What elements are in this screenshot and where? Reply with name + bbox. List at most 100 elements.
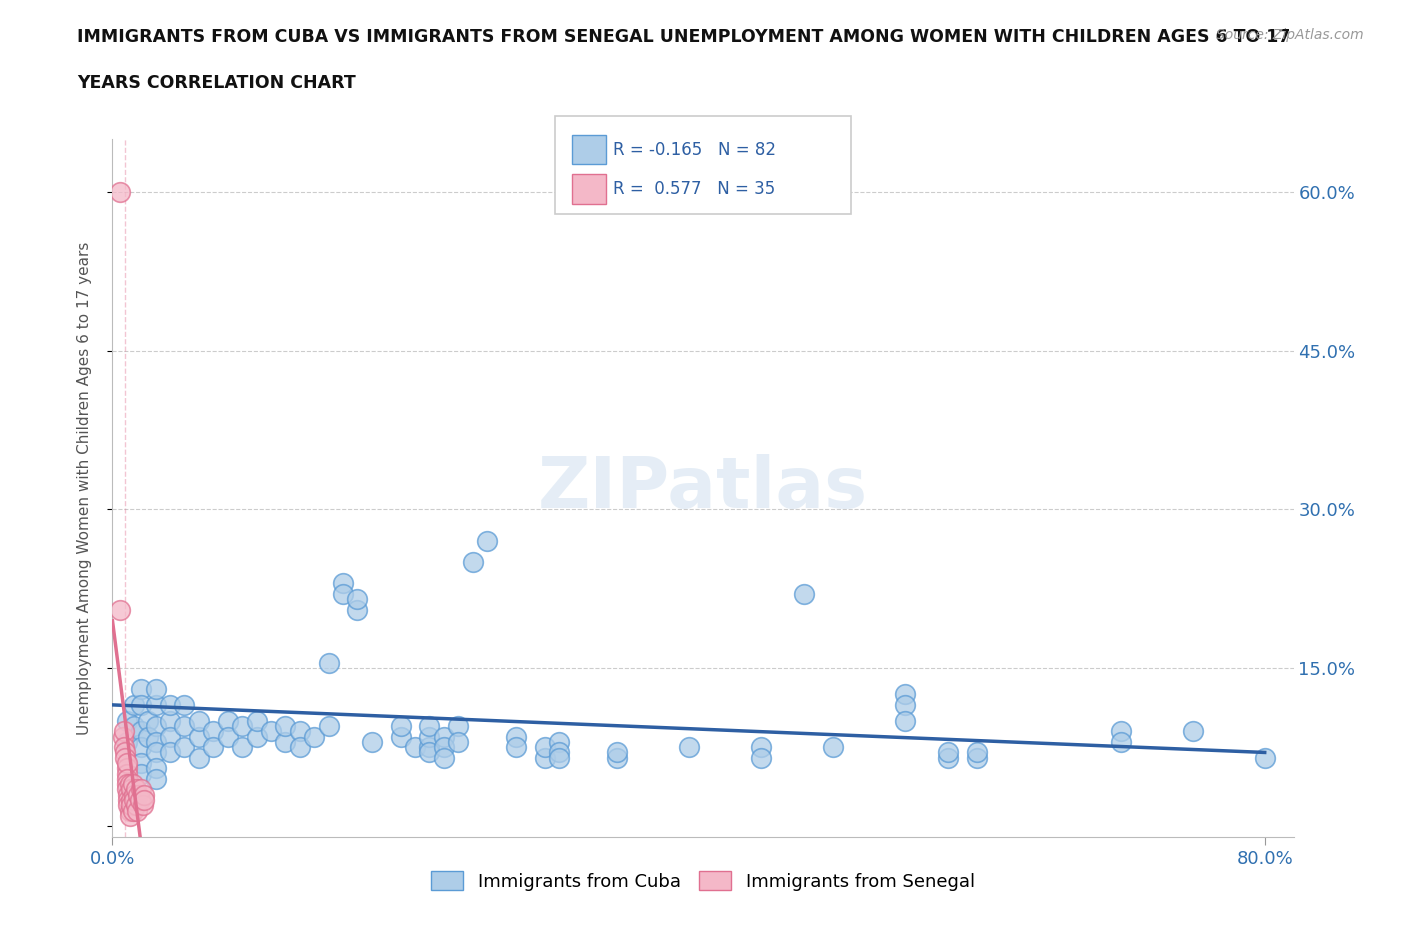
Point [145, 761, 167, 776]
Point [129, 782, 152, 797]
Point [117, 798, 139, 813]
Point [112, 724, 135, 738]
Point [111, 729, 134, 744]
Point [202, 739, 225, 754]
Point [433, 729, 456, 744]
Point [187, 713, 209, 728]
Point [332, 576, 354, 591]
Point [505, 729, 527, 744]
Point [145, 745, 167, 760]
Point [114, 751, 136, 765]
Point [548, 745, 571, 760]
Point [115, 735, 138, 750]
Point [159, 713, 181, 728]
Point [187, 751, 209, 765]
Point [122, 698, 145, 712]
Point [120, 792, 142, 807]
Point [115, 777, 138, 791]
Point [159, 729, 181, 744]
Point [129, 739, 152, 754]
Point [332, 587, 354, 602]
Point [606, 745, 628, 760]
Point [187, 729, 209, 744]
Point [115, 755, 138, 770]
Point [117, 788, 139, 803]
Point [936, 745, 959, 760]
Point [122, 719, 145, 734]
Point [129, 682, 152, 697]
Point [1109, 724, 1132, 738]
Point [120, 782, 142, 797]
Point [389, 729, 412, 744]
Point [118, 808, 141, 823]
Point [118, 804, 141, 818]
Point [360, 735, 382, 750]
Point [115, 713, 138, 728]
Point [118, 777, 141, 791]
Point [124, 798, 146, 813]
Point [433, 739, 456, 754]
Point [108, 185, 131, 200]
Point [129, 755, 152, 770]
Point [433, 751, 456, 765]
Point [274, 719, 297, 734]
Point [418, 719, 440, 734]
Point [893, 713, 915, 728]
Point [245, 713, 267, 728]
Point [115, 782, 138, 797]
Point [112, 739, 135, 754]
Point [117, 792, 139, 807]
Y-axis label: Unemployment Among Women with Children Ages 6 to 17 years: Unemployment Among Women with Children A… [77, 242, 91, 735]
Point [121, 804, 143, 818]
Text: IMMIGRANTS FROM CUBA VS IMMIGRANTS FROM SENEGAL UNEMPLOYMENT AMONG WOMEN WITH CH: IMMIGRANTS FROM CUBA VS IMMIGRANTS FROM … [77, 28, 1291, 46]
Point [145, 735, 167, 750]
Point [288, 724, 311, 738]
Point [159, 698, 181, 712]
Text: Source: ZipAtlas.com: Source: ZipAtlas.com [1216, 28, 1364, 42]
Point [936, 751, 959, 765]
Point [533, 739, 555, 754]
Point [173, 719, 195, 734]
Point [127, 788, 149, 803]
Point [288, 739, 311, 754]
Point [793, 587, 815, 602]
Point [202, 724, 225, 738]
Point [173, 739, 195, 754]
Point [138, 713, 160, 728]
Point [125, 804, 148, 818]
Point [108, 603, 131, 618]
Point [132, 798, 155, 813]
Point [134, 792, 156, 807]
Point [217, 729, 239, 744]
Point [129, 766, 152, 781]
Point [1254, 751, 1277, 765]
Text: ZIPatlas: ZIPatlas [538, 454, 868, 523]
Point [318, 719, 340, 734]
Point [505, 739, 527, 754]
Point [404, 739, 426, 754]
Point [274, 735, 297, 750]
Point [231, 719, 253, 734]
Point [966, 751, 988, 765]
Point [821, 739, 844, 754]
Point [461, 555, 484, 570]
Point [346, 603, 368, 618]
Point [678, 739, 700, 754]
Point [128, 792, 150, 807]
Point [447, 735, 470, 750]
Point [115, 761, 138, 776]
Point [122, 788, 145, 803]
Point [418, 729, 440, 744]
Point [129, 724, 152, 738]
Point [124, 782, 146, 797]
Point [1109, 735, 1132, 750]
Point [138, 729, 160, 744]
Point [893, 687, 915, 702]
Point [145, 698, 167, 712]
Point [318, 656, 340, 671]
Point [533, 751, 555, 765]
Point [231, 739, 253, 754]
Point [893, 698, 915, 712]
Point [606, 751, 628, 765]
Point [447, 719, 470, 734]
